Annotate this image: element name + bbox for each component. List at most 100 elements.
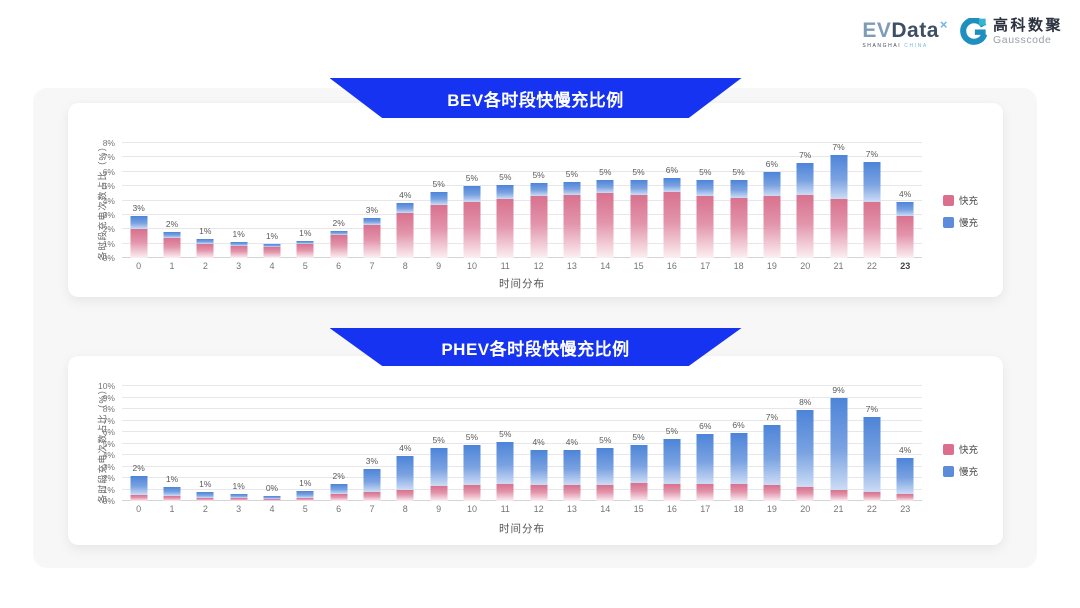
bar-column-hour-15: 5%: [622, 386, 655, 501]
legend-swatch: [943, 443, 954, 455]
slow-charge-segment: [463, 186, 481, 202]
fast-charge-segment: [330, 494, 348, 501]
x-tick-label: 7: [369, 261, 375, 271]
x-tick-label: 9: [436, 504, 442, 514]
legend: 快充 慢充: [943, 193, 978, 229]
bar-total-label: 5%: [465, 173, 479, 184]
x-tick-label: 4: [269, 504, 275, 514]
bar-column-hour-11: 5%: [489, 386, 522, 501]
bar-column-hour-19: 7%: [755, 386, 788, 501]
slow-charge-segment: [630, 444, 648, 483]
bar-column-hour-10: 5%: [455, 143, 488, 258]
bar-total-label: 5%: [632, 167, 645, 178]
bar-column-hour-5: 1%: [289, 143, 322, 258]
bar-column-hour-7: 3%: [355, 386, 388, 501]
legend-label: 快充: [959, 445, 979, 456]
bar-column-hour-21: 7%: [822, 142, 855, 258]
y-tick-label: 6%: [102, 427, 115, 437]
legend-item-慢充[interactable]: 慢充: [943, 215, 978, 229]
x-tick-label: 6: [336, 504, 342, 514]
stacked-bar-hour-0: [130, 475, 148, 501]
gridline: [122, 213, 922, 215]
bar-column-hour-9: 5%: [422, 143, 455, 258]
x-tick-label: 12: [533, 261, 544, 271]
bar-column-hour-7: 3%: [355, 143, 388, 258]
bar-total-label: 6%: [765, 158, 779, 169]
slow-charge-segment: [530, 450, 548, 485]
fast-charge-segment: [830, 489, 848, 501]
fast-charge-segment: [363, 491, 381, 501]
stacked-bar-hour-1: [163, 487, 181, 501]
stacked-bar-hour-21: [830, 154, 848, 258]
slow-charge-segment: [663, 438, 681, 484]
y-tick-label: 7%: [102, 415, 115, 426]
stacked-bar-hour-17: [696, 180, 714, 258]
phev-chart: 各时段充电次数占比（%） 0% 1% 2% 3% 4% 5% 6% 7% 8% 9% 10% 2% 1% 1…: [68, 356, 1003, 545]
slow-charge-segment: [763, 171, 781, 197]
slow-charge-segment: [230, 242, 248, 246]
stacked-bar-hour-21: [830, 397, 848, 501]
x-tick-label: 16: [666, 261, 677, 271]
stacked-bar-hour-15: [630, 180, 648, 258]
bar-column-hour-14: 5%: [589, 143, 622, 258]
legend-item-快充[interactable]: 快充: [943, 442, 978, 456]
y-tick-label: 6%: [102, 166, 115, 177]
evdata-subtitle: SHANGHAI CHINA: [862, 43, 928, 49]
fast-charge-segment: [863, 201, 881, 258]
x-tick-label: 19: [766, 504, 777, 514]
evdata-x-icon: ×: [939, 17, 948, 32]
gridline: [122, 242, 922, 244]
slow-charge-segment: [263, 244, 281, 248]
fast-charge-segment: [630, 482, 648, 501]
slow-charge-segment: [796, 163, 814, 195]
gridline: [122, 385, 922, 386]
legend-label: 慢充: [959, 467, 979, 478]
bar-total-label: 1%: [199, 226, 212, 237]
bar-total-label: 2%: [332, 217, 345, 228]
x-tick-label: 1: [169, 504, 175, 514]
gridline: [122, 454, 922, 455]
x-tick-label: 3: [236, 261, 242, 271]
bar-total-label: 9%: [832, 384, 845, 395]
stacked-bar-hour-8: [396, 456, 414, 501]
bar-total-label: 4%: [532, 437, 545, 448]
gridline: [122, 156, 922, 158]
gridline: [122, 419, 922, 421]
stacked-bar-hour-0: [130, 216, 148, 258]
fast-charge-segment: [796, 487, 814, 501]
slow-charge-segment: [496, 442, 514, 484]
x-tick-label: 14: [600, 261, 611, 271]
bar-column-hour-13: 5%: [555, 143, 588, 258]
y-axis-ticks: 0% 1% 2% 3% 4% 5% 6% 7% 8%: [68, 139, 115, 263]
bar-column-hour-1: 1%: [155, 386, 188, 501]
fast-charge-segment: [330, 235, 348, 258]
slow-charge-segment: [696, 180, 714, 197]
bar-total-label: 7%: [865, 148, 879, 159]
slow-charge-segment: [596, 448, 614, 485]
stacked-bar-hour-8: [396, 203, 414, 258]
legend-item-慢充[interactable]: 慢充: [943, 464, 978, 478]
bar-total-label: 5%: [732, 167, 745, 178]
slow-charge-segment: [396, 456, 414, 490]
stacked-bar-hour-4: [263, 495, 281, 501]
legend-item-快充[interactable]: 快充: [943, 193, 978, 207]
stacked-bar-hour-20: [796, 163, 814, 258]
bar-column-hour-0: 3%: [122, 143, 155, 258]
fast-charge-segment: [196, 497, 214, 501]
x-axis-title: 时间分布: [499, 523, 545, 535]
evdata-data-text: Data: [891, 19, 939, 42]
fast-charge-segment: [730, 197, 748, 258]
fast-charge-segment: [263, 247, 281, 258]
stacked-bar-hour-18: [730, 433, 748, 501]
bar-total-label: 5%: [565, 168, 579, 179]
bar-total-label: 5%: [432, 178, 445, 189]
slow-charge-segment: [563, 181, 581, 195]
slow-charge-segment: [730, 180, 748, 198]
stacked-bar-hour-12: [530, 183, 548, 258]
slow-charge-segment: [830, 154, 848, 200]
fast-charge-segment: [496, 199, 514, 258]
y-tick-label: 4%: [102, 195, 115, 206]
fast-charge-segment: [230, 245, 248, 258]
stacked-bar-hour-16: [663, 177, 681, 258]
gausscode-g-icon: [960, 18, 987, 45]
